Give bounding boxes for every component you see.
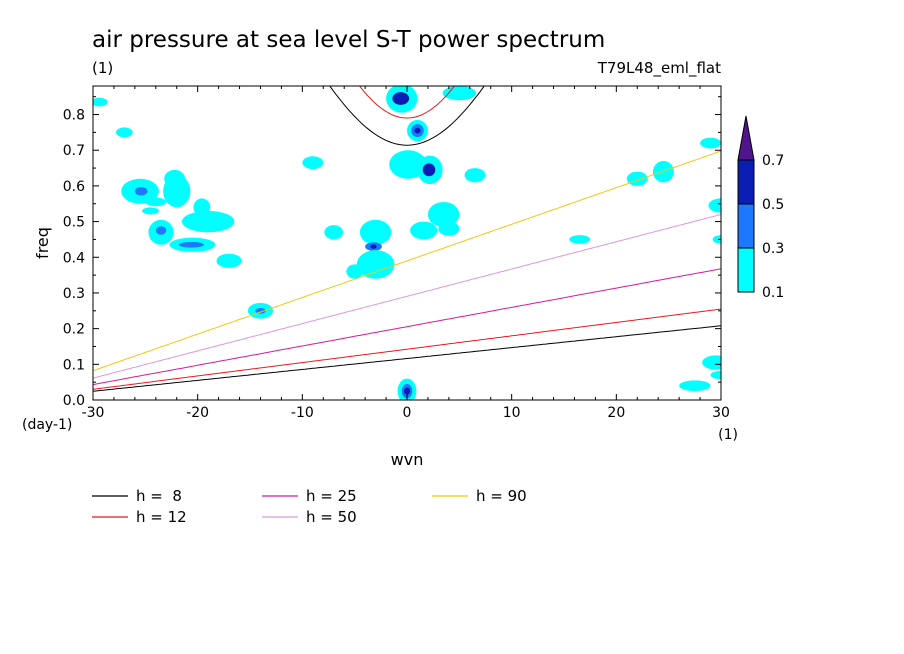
spectrum-patch-49 xyxy=(710,370,721,380)
spectrum-patch-48 xyxy=(679,380,711,392)
spectrum-patch-30 xyxy=(414,127,421,134)
y-tick-label-0: 0.0 xyxy=(63,393,85,409)
spectrum-patch-24 xyxy=(346,264,364,279)
curve-lower-4 xyxy=(93,150,721,372)
legend-label-2: h = 25 xyxy=(306,487,357,505)
spectrum-patch-17 xyxy=(255,307,266,314)
spectrum-patch-32 xyxy=(422,163,436,177)
y-tick-label-1: 0.1 xyxy=(63,357,85,373)
spectrum-patch-41 xyxy=(569,235,591,244)
spectrum-patch-45 xyxy=(708,198,721,213)
y-axis-label: freq xyxy=(33,227,52,259)
x-tick-label-3: 0 xyxy=(403,405,412,421)
colorbar-segment-1 xyxy=(737,203,755,249)
spectrum-patch-35 xyxy=(427,201,460,227)
spectrum-patch-27 xyxy=(392,92,410,105)
legend-label-0: h = 8 xyxy=(136,487,182,505)
y-unit-label: (day-1) xyxy=(22,417,72,433)
colorbar-label-3: 0.7 xyxy=(762,153,784,169)
curve-lower-1 xyxy=(93,308,721,390)
spectrum-patch-11 xyxy=(155,226,167,235)
spectrum-patch-8 xyxy=(164,169,186,188)
legend-label-1: h = 12 xyxy=(136,508,187,526)
chart-subtitle-right: T79L48_eml_flat xyxy=(597,59,721,78)
spectrum-patch-34 xyxy=(464,168,486,183)
colorbar-label-2: 0.5 xyxy=(762,197,784,213)
spectrum-patch-18 xyxy=(302,156,324,170)
colorbar-segment-2 xyxy=(737,159,755,205)
chart-subtitle-left: (1) xyxy=(92,59,113,77)
axis-ticks: -30 -20 -10 0 10 20 30 0.0 0.1 0.2 0.3 0.4 0.5 0.6 0.7… xyxy=(63,86,730,421)
legend-label-4: h = 90 xyxy=(476,487,527,505)
spectrum-patch-40 xyxy=(403,387,411,395)
colorbar-segment-0 xyxy=(737,247,755,293)
colorbar-arrow xyxy=(737,115,755,161)
colorbar-label-0: 0.1 xyxy=(762,285,784,301)
spectrum-patch-5 xyxy=(145,197,167,207)
y-tick-label-6: 0.6 xyxy=(63,179,85,195)
spectrum-patch-20 xyxy=(359,219,392,245)
colorbar-label-1: 0.3 xyxy=(762,241,784,257)
spectrum-contour-fill xyxy=(93,86,721,400)
x-tick-label-5: 20 xyxy=(607,405,625,421)
colorbar: 0.1 0.3 0.5 0.7 xyxy=(737,115,784,301)
legend-label-3: h = 50 xyxy=(306,508,357,526)
y-tick-label-5: 0.5 xyxy=(63,215,85,231)
spectrum-patch-23 xyxy=(356,250,395,279)
x-tick-label-6: 30 xyxy=(712,405,730,421)
x-tick-label-2: -10 xyxy=(291,405,314,421)
spectrum-patch-46 xyxy=(712,235,721,244)
x-tick-label-0: -30 xyxy=(82,405,105,421)
spectrum-patch-14 xyxy=(181,210,235,233)
chart-title: air pressure at sea level S-T power spec… xyxy=(92,27,605,53)
spectrum-patch-22 xyxy=(370,244,377,249)
spectrum-patch-37 xyxy=(438,221,460,236)
curve-lower-2 xyxy=(93,268,721,386)
spectrum-patch-4 xyxy=(134,186,148,196)
x-axis-label: wvn xyxy=(391,450,424,469)
spectrum-patch-47 xyxy=(702,355,721,370)
spectrum-patch-13 xyxy=(178,241,204,248)
x-unit-label: (1) xyxy=(718,427,738,443)
legend: h = 8 h = 12 h = 25 h = 50 h = 90 xyxy=(92,487,527,526)
curve-upper-0 xyxy=(329,86,485,146)
spectrum-patch-15 xyxy=(216,253,242,268)
spectrum-patch-1 xyxy=(93,97,108,107)
y-tick-label-3: 0.3 xyxy=(63,286,85,302)
y-tick-label-4: 0.4 xyxy=(63,250,85,266)
curve-lower-0 xyxy=(93,325,721,392)
spectrum-patch-25 xyxy=(389,150,427,179)
curve-upper-1 xyxy=(358,86,456,119)
dispersion-curves xyxy=(93,86,721,392)
x-tick-label-1: -20 xyxy=(186,405,209,421)
spectrum-patch-2 xyxy=(116,127,133,138)
spectrum-patch-36 xyxy=(410,221,438,240)
curve-lower-3 xyxy=(93,213,721,379)
spectrum-patch-44 xyxy=(700,137,721,149)
spectrum-patch-42 xyxy=(626,171,648,186)
y-tick-label-2: 0.2 xyxy=(63,322,85,338)
x-tick-label-4: 10 xyxy=(503,405,521,421)
spectrum-patch-19 xyxy=(324,225,344,240)
y-tick-label-7: 0.7 xyxy=(63,143,85,159)
y-tick-label-8: 0.8 xyxy=(63,108,85,124)
spectrum-patch-33 xyxy=(442,86,477,101)
spectrum-patch-6 xyxy=(142,207,159,215)
